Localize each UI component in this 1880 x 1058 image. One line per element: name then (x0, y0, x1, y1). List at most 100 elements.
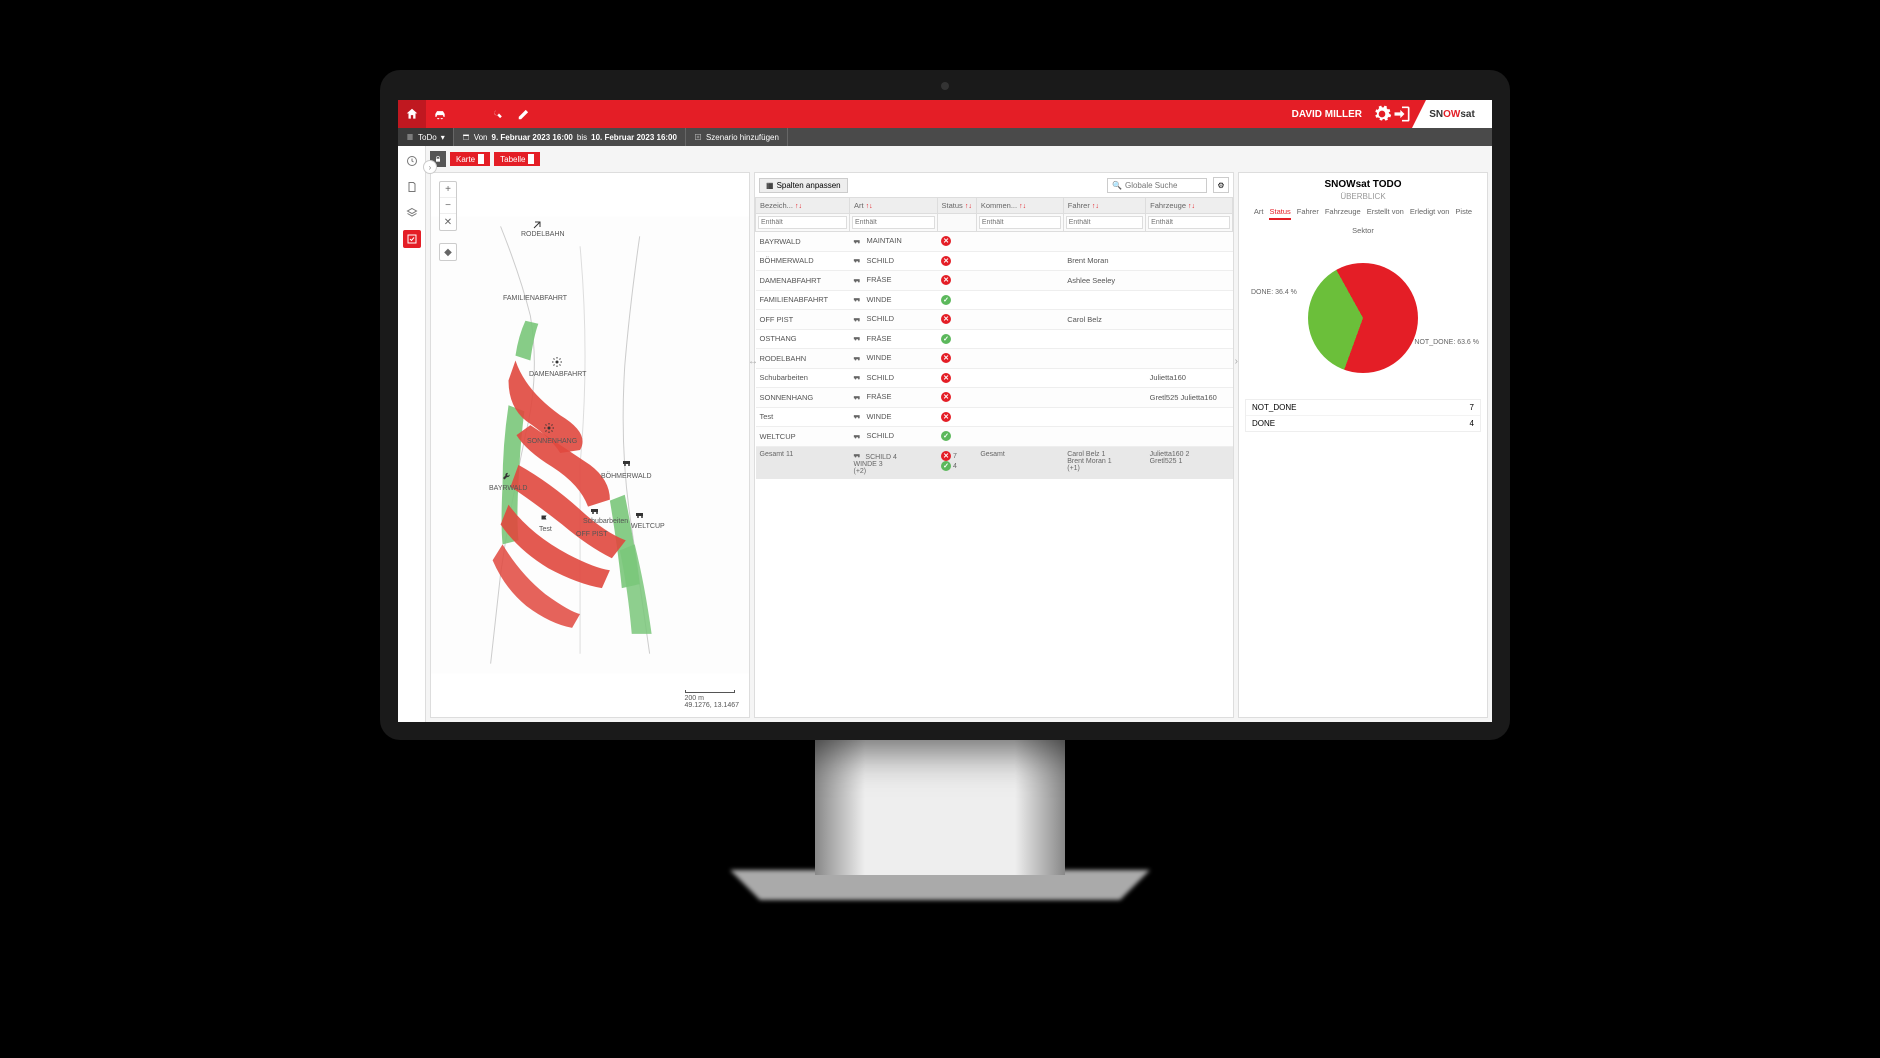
filter-input[interactable] (1066, 216, 1143, 229)
table-row[interactable]: WELTCUP SCHILD✓ (756, 427, 1233, 447)
filter-input[interactable] (758, 216, 847, 229)
nav-tools-icon[interactable] (482, 100, 510, 128)
cell-art: WINDE (849, 290, 937, 310)
view-tabs: Karte Tabelle (430, 150, 1488, 168)
column-header[interactable]: Kommen...↑↓ (976, 198, 1063, 214)
chart-tab[interactable]: Fahrer (1297, 207, 1319, 220)
table-row[interactable]: BAYRWALD MAINTAIN✕ (756, 232, 1233, 252)
cell-vehicle (1146, 271, 1233, 291)
cell-driver (1063, 407, 1145, 427)
table-row[interactable]: Schubarbeiten SCHILD✕Julietta160 (756, 368, 1233, 388)
cell-art: WINDE (849, 407, 937, 427)
foot-status: ✕ 7✓ 4 (937, 446, 976, 479)
table-row[interactable]: DAMENABFAHRT FRÄSE✕Ashlee Seeley (756, 271, 1233, 291)
map-layers-button[interactable]: ◆ (439, 243, 457, 261)
top-nav: DAVID MILLER SNOWsat (398, 100, 1492, 128)
tab-tabelle[interactable]: Tabelle (494, 152, 540, 166)
search-icon: 🔍 (1112, 181, 1122, 190)
cell-vehicle (1146, 427, 1233, 447)
column-header[interactable]: Bezeich...↑↓ (756, 198, 850, 214)
columns-button[interactable]: ▦Spalten anpassen (759, 178, 848, 193)
search-input[interactable]: 🔍 (1107, 178, 1207, 193)
zoom-in-button[interactable]: + (440, 182, 456, 198)
table-settings-icon[interactable]: ⚙ (1213, 177, 1229, 193)
chart-tab[interactable]: Erstellt von (1367, 207, 1404, 220)
map-label: OFF PIST (576, 531, 608, 538)
chart-tab[interactable]: Piste (1455, 207, 1472, 220)
zoom-out-button[interactable]: − (440, 198, 456, 214)
gear-icon (551, 355, 563, 373)
cell-driver: Carol Belz (1063, 310, 1145, 330)
cell-art: FRÄSE (849, 329, 937, 349)
cell-name: BAYRWALD (756, 232, 850, 252)
search-field[interactable] (1125, 181, 1202, 190)
legend-row[interactable]: DONE4 (1246, 416, 1480, 431)
date-range[interactable]: Von 9. Februar 2023 16:00 bis 10. Februa… (454, 128, 686, 146)
column-header[interactable]: Fahrer↑↓ (1063, 198, 1145, 214)
column-header[interactable]: Art↑↓ (849, 198, 937, 214)
cell-driver (1063, 349, 1145, 369)
cell-vehicle (1146, 310, 1233, 330)
vehicle-icon (634, 507, 646, 525)
rail-doc-icon[interactable] (403, 178, 421, 196)
close-icon[interactable] (478, 154, 484, 164)
rail-clock-icon[interactable] (403, 152, 421, 170)
map-panel[interactable]: RODELBAHNFAMILIENABFAHRTDAMENABFAHRTSONN… (430, 172, 750, 718)
cell-status: ✕ (937, 310, 976, 330)
chevron-down-icon: ▾ (441, 133, 445, 142)
cell-name: WELTCUP (756, 427, 850, 447)
rail-check-icon[interactable] (403, 230, 421, 248)
pie-wrap: DONE: 36.4 % NOT_DONE: 63.6 % (1245, 243, 1481, 393)
filter-input[interactable] (1148, 216, 1230, 229)
resize-handle-icon[interactable]: ↔ (748, 356, 758, 367)
filter-input[interactable] (852, 216, 935, 229)
cell-vehicle (1146, 407, 1233, 427)
legend-row[interactable]: NOT_DONE7 (1246, 400, 1480, 416)
chart-tab[interactable]: Erledigt von (1410, 207, 1450, 220)
tasks-table: Bezeich...↑↓Art↑↓Status↑↓Kommen...↑↓Fahr… (755, 197, 1233, 479)
main-area: Karte Tabelle (426, 146, 1492, 722)
filter-input[interactable] (979, 216, 1061, 229)
gear-icon (543, 421, 555, 439)
cell-driver (1063, 368, 1145, 388)
vehicle-icon (589, 503, 601, 521)
cell-art: SCHILD (849, 368, 937, 388)
chart-panel: SNOWsat TODO ÜBERBLICK ArtStatusFahrerFa… (1238, 172, 1488, 718)
wrench-icon (501, 469, 513, 487)
cell-name: RODELBAHN (756, 349, 850, 369)
todo-dropdown[interactable]: ToDo ▾ (398, 128, 454, 146)
nav-snow-icon[interactable] (454, 100, 482, 128)
table-row[interactable]: BÖHMERWALD SCHILD✕Brent Moran (756, 251, 1233, 271)
chart-tab[interactable]: Art (1254, 207, 1264, 220)
chart-tab[interactable]: Fahrzeuge (1325, 207, 1361, 220)
tab-karte[interactable]: Karte (450, 152, 490, 166)
nav-home-icon[interactable] (398, 100, 426, 128)
resize-handle-icon[interactable]: › (1235, 356, 1238, 367)
chart-tab[interactable]: Sektor (1352, 226, 1374, 237)
zoom-extent-button[interactable]: ✕ (440, 214, 456, 230)
add-scenario[interactable]: Szenario hinzufügen (686, 128, 788, 146)
table-row[interactable]: SONNENHANG FRÄSE✕Gretl525 Julietta160 (756, 388, 1233, 408)
chart-tab[interactable]: Status (1269, 207, 1290, 220)
cell-name: BÖHMERWALD (756, 251, 850, 271)
table-row[interactable]: OSTHANG FRÄSE✓ (756, 329, 1233, 349)
column-header[interactable]: Status↑↓ (937, 198, 976, 214)
nav-vehicle-icon[interactable] (426, 100, 454, 128)
table-row[interactable]: FAMILIENABFAHRT WINDE✓ (756, 290, 1233, 310)
column-header[interactable]: Fahrzeuge↑↓ (1146, 198, 1233, 214)
cell-driver: Brent Moran (1063, 251, 1145, 271)
cell-name: SONNENHANG (756, 388, 850, 408)
chart-subtitle: ÜBERBLICK (1245, 192, 1481, 201)
logout-icon[interactable] (1392, 104, 1412, 124)
table-row[interactable]: RODELBAHN WINDE✕ (756, 349, 1233, 369)
map-label: SONNENHANG (527, 438, 577, 445)
cell-vehicle (1146, 232, 1233, 252)
rail-expand-icon[interactable]: › (423, 160, 437, 174)
table-row[interactable]: OFF PIST SCHILD✕Carol Belz (756, 310, 1233, 330)
nav-edit-icon[interactable] (510, 100, 538, 128)
close-icon[interactable] (528, 154, 534, 164)
rail-layers-icon[interactable] (403, 204, 421, 222)
cell-vehicle (1146, 349, 1233, 369)
settings-icon[interactable] (1372, 104, 1392, 124)
table-row[interactable]: Test WINDE✕ (756, 407, 1233, 427)
